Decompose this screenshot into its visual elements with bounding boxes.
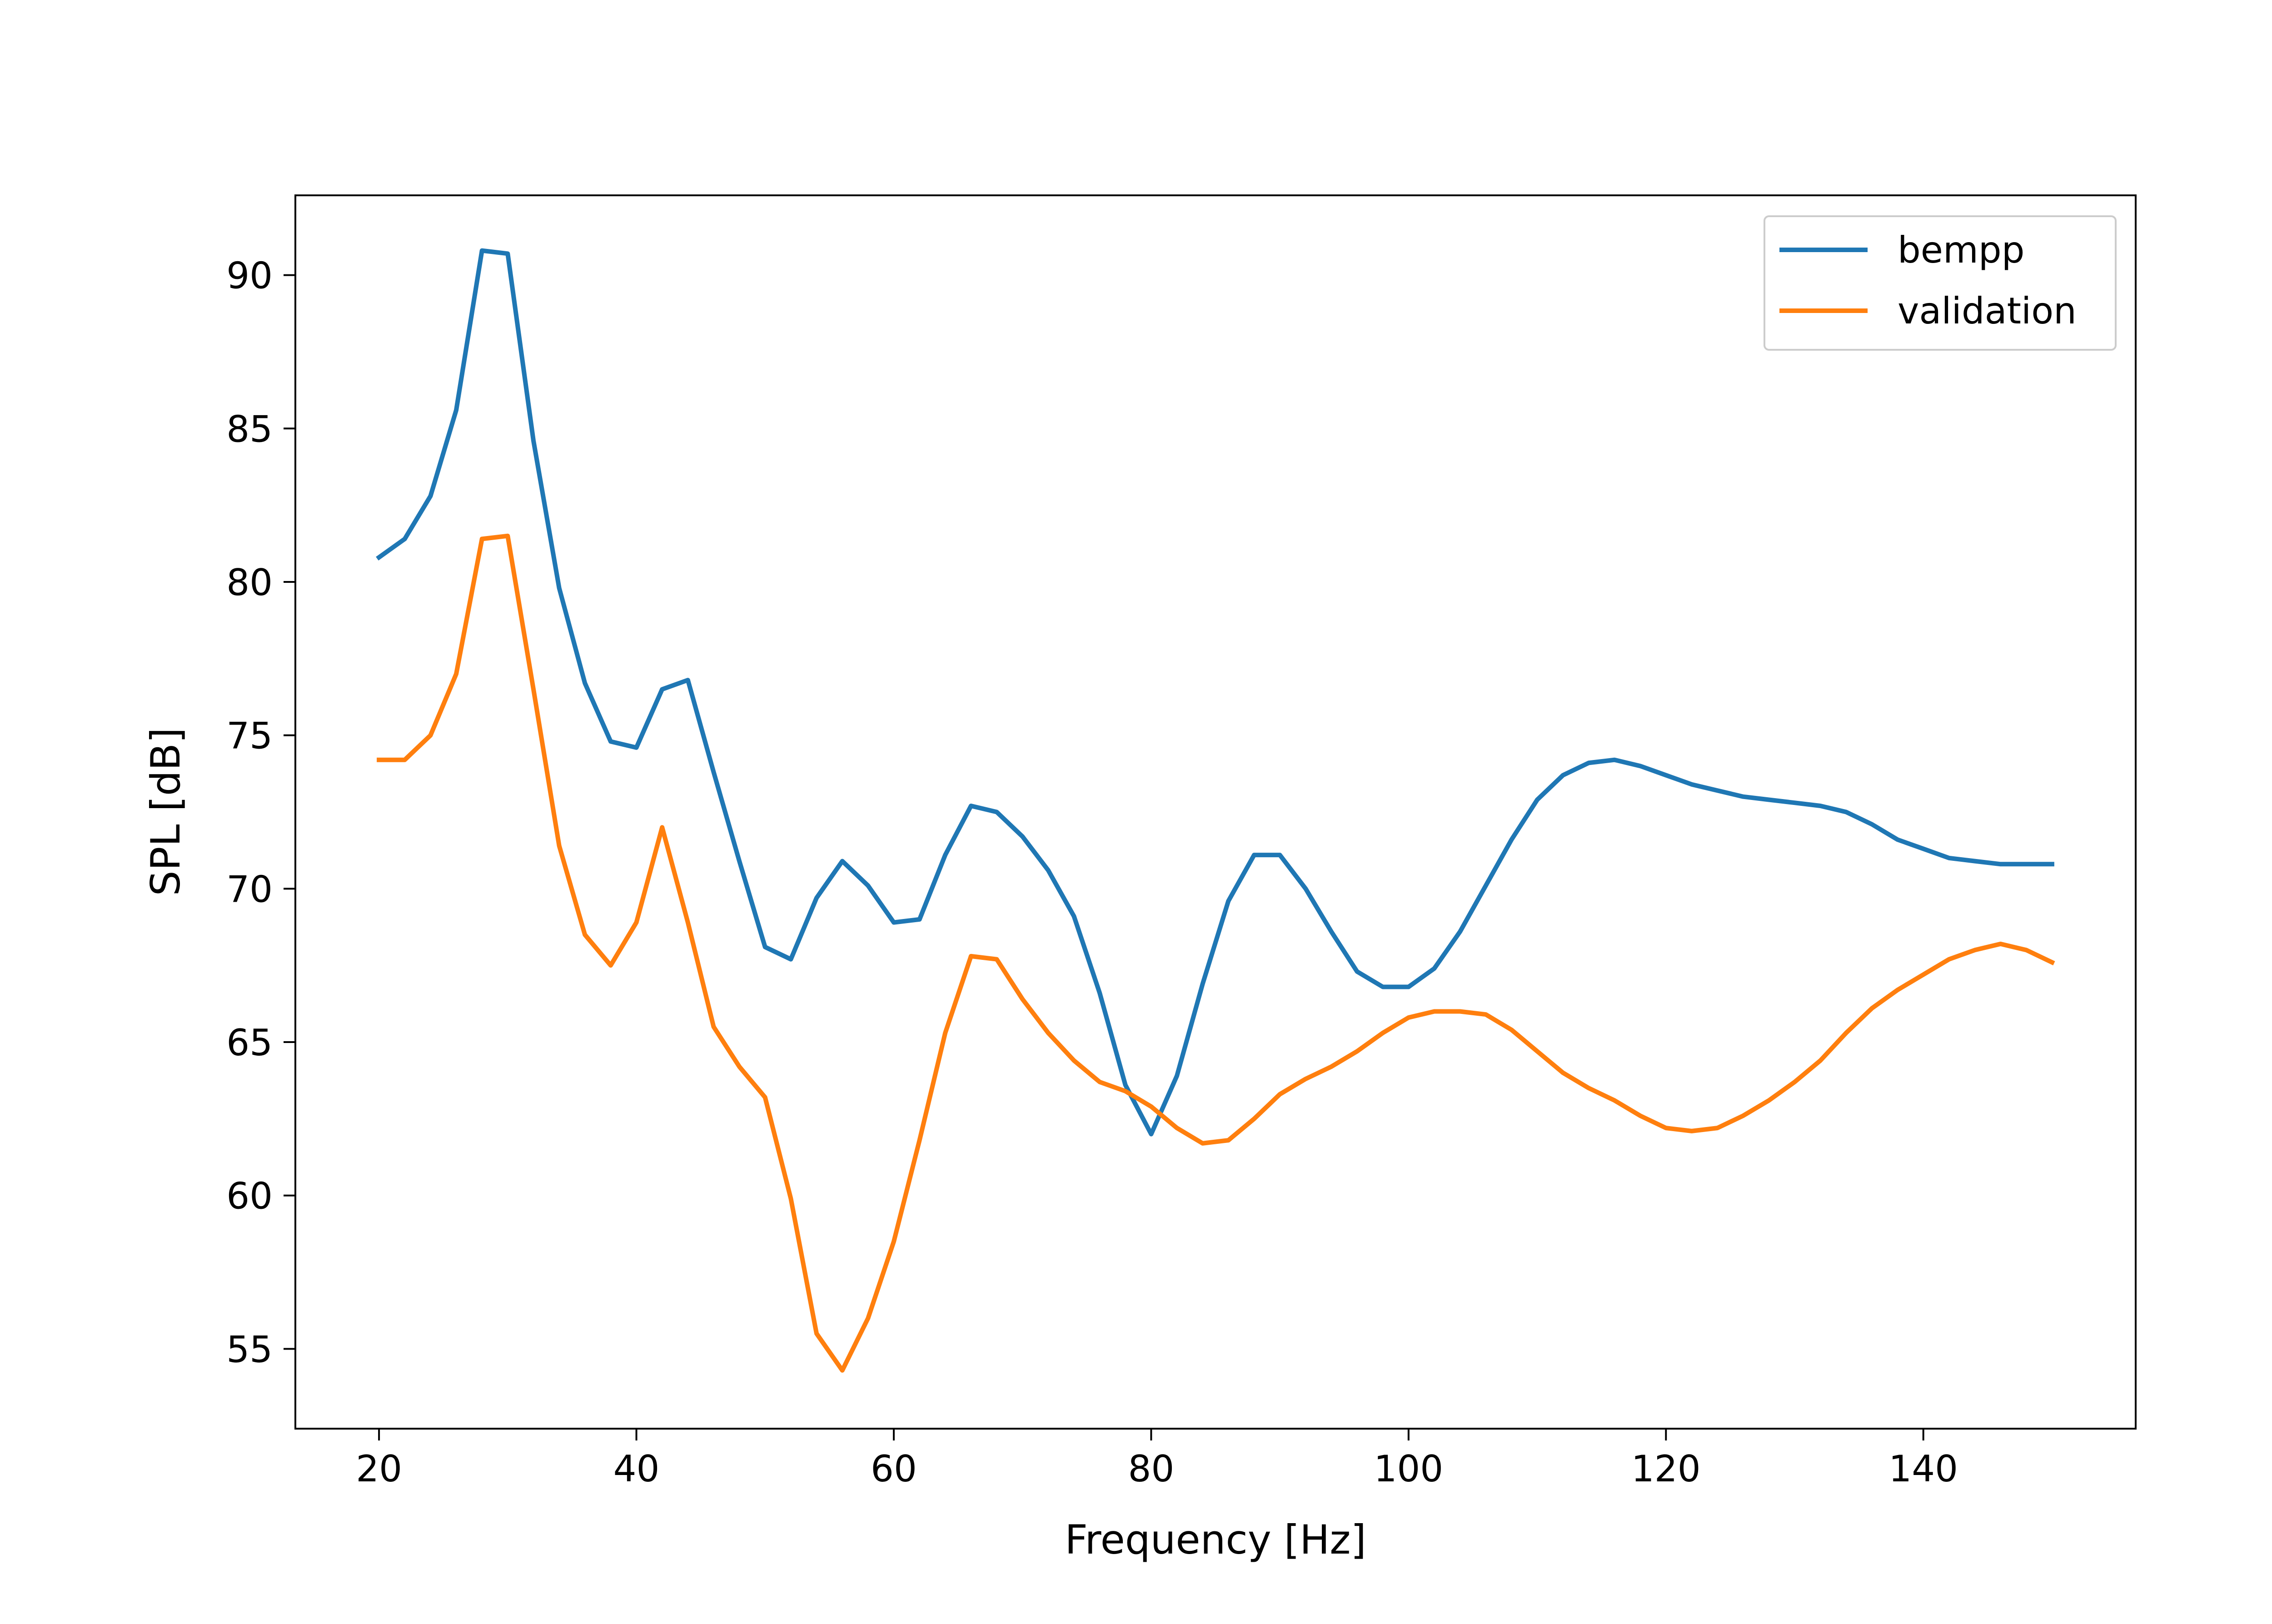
x-tick-label: 140: [1888, 1448, 1958, 1490]
y-tick-label: 70: [226, 868, 273, 910]
x-tick-label: 80: [1128, 1448, 1174, 1490]
y-tick-label: 75: [226, 715, 273, 757]
legend-label-bempp: bempp: [1898, 229, 2025, 271]
y-tick-label: 60: [226, 1175, 273, 1217]
y-tick-label: 80: [226, 561, 273, 604]
x-tick-label: 40: [613, 1448, 660, 1490]
legend: bempp validation: [1764, 215, 2117, 351]
x-axis: 20 40 60 80 100 120 140: [356, 1429, 1958, 1490]
y-tick-label: 55: [226, 1328, 273, 1371]
plot-area-frame: [294, 194, 2137, 1430]
x-tick-label: 60: [871, 1448, 917, 1490]
y-axis: 55 60 65 70 75 80 85 90: [226, 255, 295, 1371]
y-tick-label: 90: [226, 255, 273, 297]
series-line-validation: [377, 533, 2055, 1373]
y-tick-label: 85: [226, 408, 273, 450]
x-axis-label: Frequency [Hz]: [1065, 1516, 1366, 1563]
x-tick-label: 100: [1374, 1448, 1443, 1490]
y-axis-label: SPL [dB]: [142, 728, 189, 896]
series-layer: [376, 248, 2055, 1373]
x-tick-label: 120: [1631, 1448, 1701, 1490]
y-tick-label: 65: [226, 1022, 273, 1064]
x-tick-label: 20: [356, 1448, 402, 1490]
series-line-bempp: [376, 248, 2054, 1137]
legend-label-validation: validation: [1898, 290, 2077, 332]
